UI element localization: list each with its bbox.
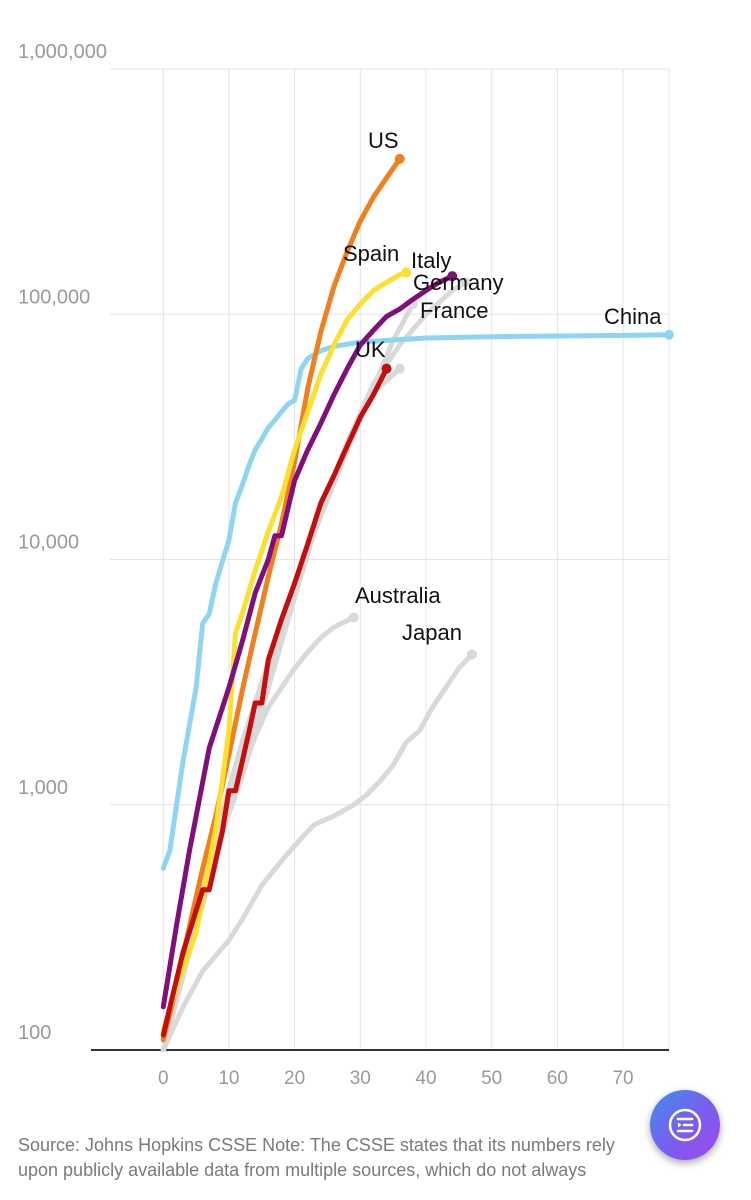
reader-mode-icon [668, 1108, 702, 1142]
series-end-point-japan [466, 649, 477, 660]
chart: 100 1,000 10,000 100,000 1,000,000 0 10 20 30 40… [18, 41, 674, 1089]
series-line-italy [160, 273, 455, 1010]
y-tick-label: 10,000 [18, 532, 79, 554]
series-end-point-us [394, 153, 405, 164]
label-spain: Spain [343, 241, 399, 266]
series-line-china [160, 332, 672, 871]
y-tick-label: 100 [18, 1022, 51, 1044]
label-japan: Japan [402, 620, 462, 645]
x-tick-label: 20 [284, 1068, 305, 1089]
y-tick-label: 100,000 [18, 286, 90, 308]
source-line-2: upon publicly available data from multip… [18, 1160, 587, 1180]
label-australia: Australia [355, 583, 441, 608]
series-line-us [160, 156, 403, 1043]
x-tick-label: 0 [158, 1068, 169, 1089]
source-line-1: Source: Johns Hopkins CSSE Note: The CSS… [18, 1135, 615, 1155]
label-germany: Germany [413, 270, 503, 295]
label-china: China [604, 304, 662, 329]
x-tick-label: 30 [350, 1068, 371, 1089]
y-tick-label: 1,000 [18, 777, 68, 799]
series-labels: US Spain Italy Germany France China UK A… [343, 128, 662, 645]
series-line-japan [160, 652, 475, 1053]
series-line-other [160, 366, 403, 1043]
source-note: Source: Johns Hopkins CSSE Note: The CSS… [18, 1133, 738, 1183]
series-end-point-italy [447, 271, 458, 282]
x-tick-label: 60 [547, 1068, 568, 1089]
series-line-spain [160, 270, 409, 1034]
series-end-point-uk [381, 363, 392, 374]
series-end-point-spain [401, 267, 412, 278]
y-axis-ticks: 100 1,000 10,000 100,000 1,000,000 [18, 41, 107, 1044]
series-line-uk [160, 366, 390, 1038]
series-end-point-germany [460, 277, 471, 288]
series-lines [160, 153, 674, 1053]
label-us: US [368, 128, 399, 153]
label-italy: Italy [411, 248, 451, 273]
series-end-point-other [394, 363, 405, 374]
label-uk: UK [355, 337, 386, 362]
label-france: France [420, 298, 488, 323]
x-tick-label: 40 [415, 1068, 436, 1089]
x-tick-label: 70 [612, 1068, 633, 1089]
x-axis-ticks: 0 10 20 30 40 50 60 70 [158, 1068, 634, 1089]
reader-mode-button[interactable] [650, 1090, 720, 1160]
series-end-point-china [664, 329, 674, 340]
x-tick-label: 50 [481, 1068, 502, 1089]
y-tick-label: 1,000,000 [18, 41, 107, 63]
x-tick-label: 10 [218, 1068, 239, 1089]
grid [110, 68, 670, 1050]
series-end-point-australia [348, 612, 359, 623]
